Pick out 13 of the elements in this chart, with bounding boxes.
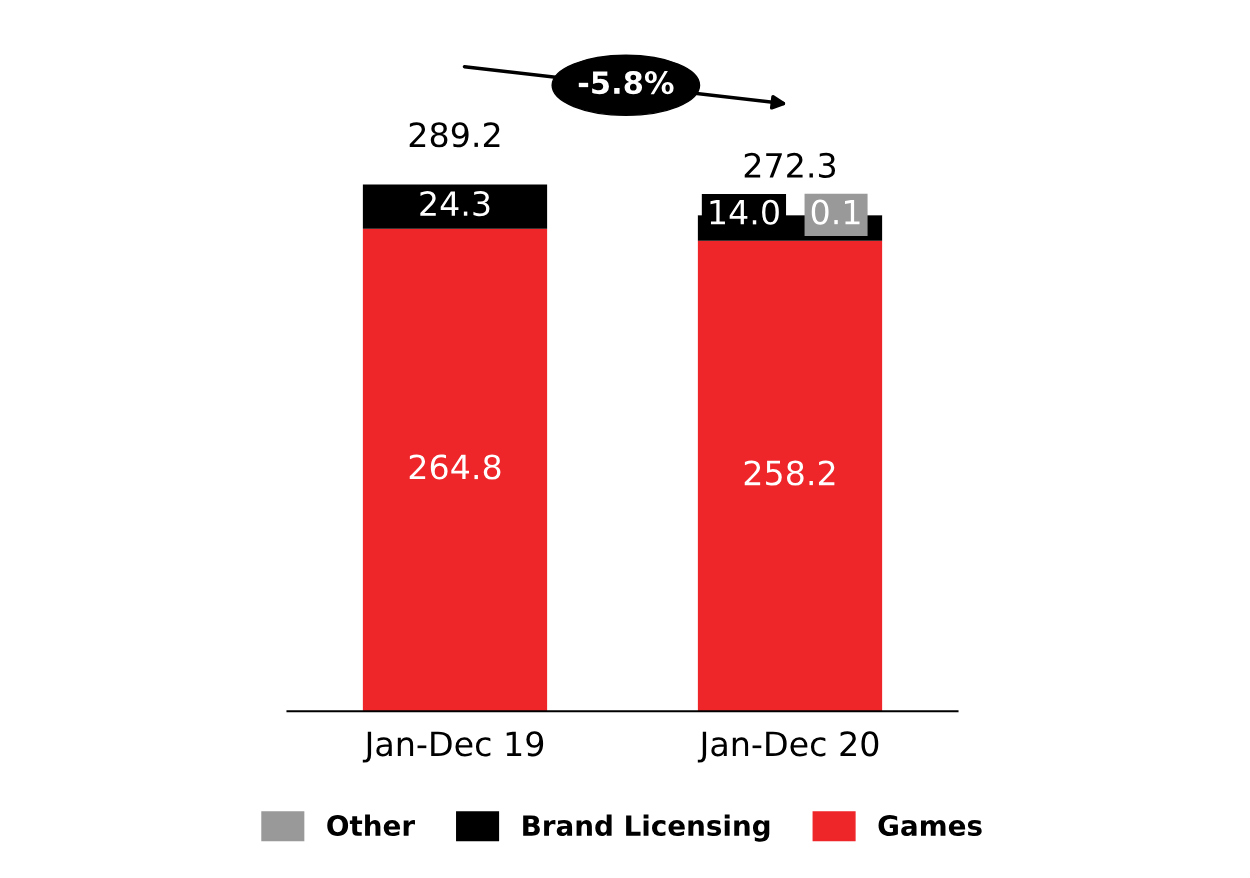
legend-label: Games [878, 815, 982, 837]
legend-label: Other [327, 814, 415, 837]
data-label: 264.8 [409, 454, 501, 480]
total-label: 272.3 [744, 152, 836, 178]
x-tick-label: Jan-Dec 19 [362, 731, 544, 763]
data-label: 258.2 [744, 460, 835, 486]
x-tick-label: Jan-Dec 20 [697, 731, 879, 763]
data-label: 0.1 [811, 199, 860, 225]
legend-label: Brand Licensing [523, 814, 770, 842]
text: -5.8% [578, 71, 674, 95]
data-label: 24.3 [420, 190, 490, 217]
data-label: 14.0 [710, 199, 779, 225]
total-label: 289.2 [409, 122, 500, 148]
